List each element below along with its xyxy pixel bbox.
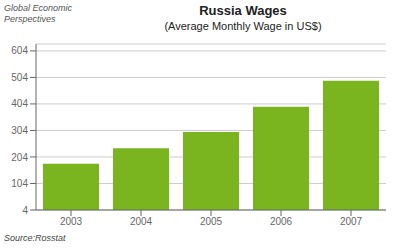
html-text:Source:Rosstat: Source:Rosstat — [4, 233, 66, 243]
html-text:Russia Wages: Russia Wages — [199, 3, 287, 18]
html-text:(Average Monthly Wage in US$): (Average Monthly Wage in US$) — [164, 20, 322, 32]
svg-text:604: 604 — [11, 45, 28, 56]
svg-text:404: 404 — [11, 98, 28, 109]
svg-text:2006: 2006 — [270, 216, 293, 227]
html-text:Perspectives: Perspectives — [4, 14, 56, 24]
svg-text:2007: 2007 — [340, 216, 363, 227]
svg-text:504: 504 — [11, 72, 28, 83]
svg-text:2005: 2005 — [200, 216, 223, 227]
svg-text:304: 304 — [11, 125, 28, 136]
svg-text:2004: 2004 — [130, 216, 153, 227]
svg-text:4: 4 — [22, 205, 28, 216]
svg-text:104: 104 — [11, 178, 28, 189]
html-text:Global Economic: Global Economic — [4, 3, 72, 13]
svg-text:2003: 2003 — [60, 216, 83, 227]
svg-text:204: 204 — [11, 152, 28, 163]
